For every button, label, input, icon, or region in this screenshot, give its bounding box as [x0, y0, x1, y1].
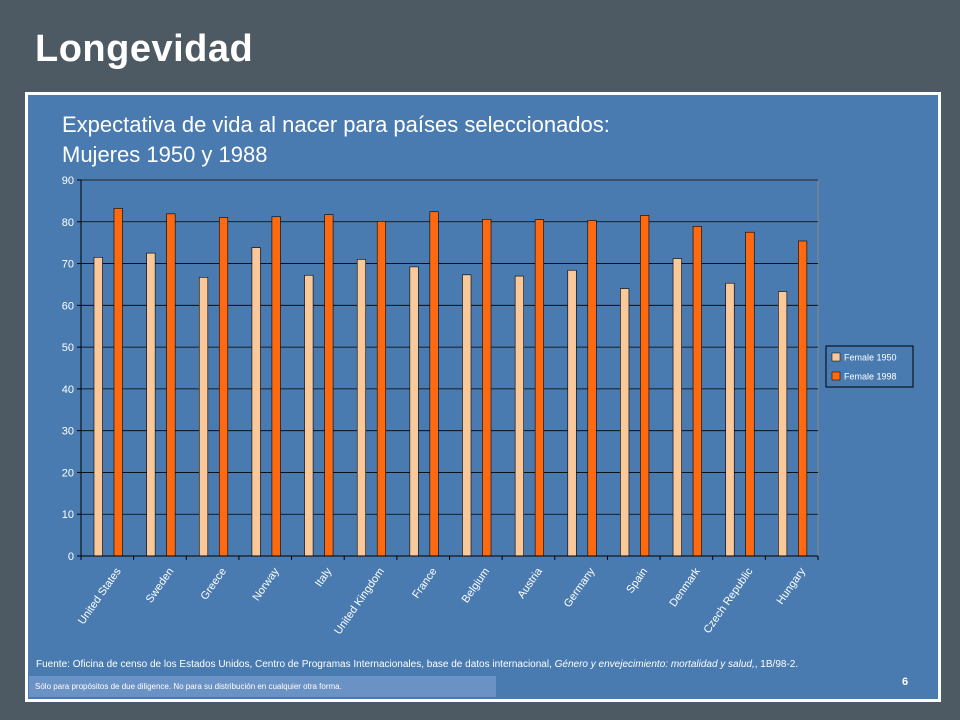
y-tick-label: 30 — [62, 426, 74, 438]
bar-female-1950-italy — [304, 274, 314, 557]
bar-female-1998-united-states — [113, 208, 123, 557]
source-suffix: , 1B/98-2. — [754, 659, 799, 670]
legend: Female 1950 Female 1998 — [825, 345, 914, 388]
disclaimer: Sólo para propósitos de due diligence. N… — [29, 676, 496, 697]
x-axis-labels: United States Sweden Greece Norway ItalyUnit… — [76, 556, 819, 637]
y-tick-label: 0 — [68, 551, 74, 563]
y-tick-label: 60 — [62, 300, 74, 312]
bar-female-1998-sweden — [166, 213, 176, 557]
bar-female-1950-greece — [198, 277, 209, 557]
y-tick-label: 90 — [62, 175, 74, 187]
bar-female-1998-hungary — [798, 240, 808, 557]
y-tick-label: 70 — [62, 259, 74, 271]
bar-female-1950-austria — [514, 275, 524, 557]
bar-female-1950-germany — [567, 269, 577, 557]
legend-box — [825, 345, 914, 388]
x-label-czech-republic: Czech Republic — [701, 565, 755, 635]
legend-swatch-female-1950 — [831, 352, 841, 362]
bars — [93, 208, 808, 557]
x-label-france: France — [410, 566, 439, 601]
y-tick-label: 50 — [62, 342, 74, 354]
bar-female-1950-hungary — [778, 291, 788, 557]
x-label-italy: Italy — [313, 565, 335, 589]
x-label-sweden: Sweden — [144, 566, 177, 605]
bar-female-1950-belgium — [462, 274, 472, 557]
bar-female-1998-spain — [640, 215, 650, 557]
legend-label-female-1998: Female 1998 — [844, 372, 897, 382]
y-tick-label: 10 — [62, 509, 74, 521]
bar-female-1998-germany — [587, 220, 597, 557]
slide-title: Longevidad — [35, 28, 254, 70]
bar-female-1998-italy — [324, 214, 334, 557]
bar-female-1950-sweden — [146, 252, 156, 557]
x-label-denmark: Denmark — [667, 565, 703, 609]
x-label-spain: Spain — [624, 566, 650, 596]
x-label-united-states: United States — [76, 565, 124, 626]
bar-female-1950-spain — [620, 288, 630, 557]
legend-swatch-female-1998 — [831, 371, 841, 381]
x-label-germany: Germany — [562, 565, 598, 609]
bar-female-1950-norway — [251, 247, 261, 557]
bar-female-1998-czech-republic — [745, 231, 755, 557]
bar-female-1998-belgium — [482, 218, 492, 557]
x-label-greece: Greece — [199, 566, 230, 602]
bar-female-1950-united-states — [93, 256, 103, 557]
source-note: Fuente: Oficina de censo de los Estados … — [36, 659, 798, 670]
bar-female-1998-austria — [534, 219, 544, 557]
bar-female-1950-united-kingdom — [356, 259, 367, 557]
source-title: Género y envejecimiento: mortalidad y sa… — [554, 659, 755, 670]
chart-heading-line1: Expectativa de vida al nacer para países… — [62, 112, 610, 137]
bar-female-1950-france — [409, 266, 419, 557]
legend-label-female-1950: Female 1950 — [844, 353, 897, 363]
y-axis-ticks: 0 10 20 30 40 50 60 70 80 90 — [62, 175, 81, 563]
bar-female-1998-france — [429, 211, 439, 557]
bar-female-1998-denmark — [692, 226, 702, 557]
page-number: 6 — [902, 676, 909, 688]
bar-female-1998-united-kingdom — [376, 221, 387, 557]
x-label-belgium: Belgium — [460, 566, 493, 605]
x-label-norway: Norway — [250, 565, 282, 603]
x-label-hungary: Hungary — [774, 565, 808, 606]
y-tick-label: 40 — [62, 384, 74, 396]
plot-area — [80, 179, 819, 557]
source-prefix: Fuente: Oficina de censo de los Estados … — [36, 659, 555, 670]
x-label-united-kingdom: United Kingdom — [332, 566, 387, 637]
bar-female-1998-norway — [271, 216, 281, 557]
bar-female-1950-czech-republic — [725, 282, 735, 557]
bar-female-1998-greece — [218, 217, 229, 557]
x-label-austria: Austria — [515, 565, 545, 601]
chart-heading: Expectativa de vida al nacer para países… — [62, 110, 610, 170]
bar-female-1950-denmark — [672, 258, 682, 557]
y-tick-label: 80 — [62, 217, 74, 229]
y-tick-label: 20 — [62, 467, 74, 479]
chart-heading-line2: Mujeres 1950 y 1988 — [62, 142, 268, 167]
